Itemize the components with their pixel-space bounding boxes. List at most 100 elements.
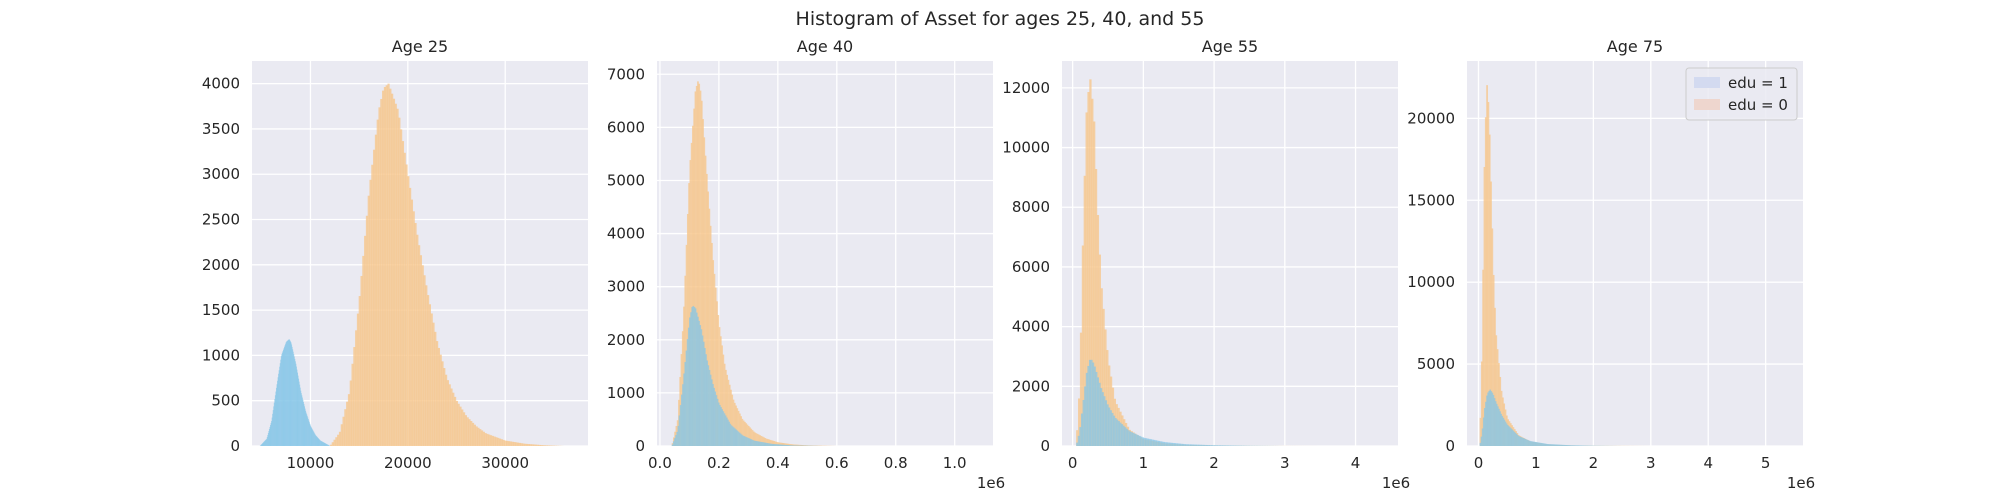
histogram-bar [513,442,516,446]
y-tick-label: 2000 [1012,377,1050,395]
histogram-bar [683,373,685,446]
histogram-bar [1212,445,1215,446]
histogram-bar [1537,442,1540,446]
histogram-bar [671,444,674,446]
histogram-bar [1502,417,1505,446]
histogram-bar [475,426,478,446]
histogram-bar [721,409,724,446]
histogram-bar [714,391,717,446]
histogram-bar [1194,444,1197,446]
histogram-bar [1095,371,1098,446]
histogram-bar [1154,440,1157,446]
histogram-bar [284,346,286,446]
histogram-bar [285,342,287,446]
histogram-bar [1141,437,1144,446]
histogram-bar [752,431,755,446]
histogram-bar [1550,444,1553,446]
subplot-title: Age 75 [1607,37,1663,56]
histogram-bar [707,365,710,446]
histogram-bar [313,431,315,446]
histogram-bar [735,429,737,446]
histogram-bar [303,404,305,446]
y-tick-label: 6000 [1012,258,1050,276]
histogram-bar [694,308,697,446]
histogram-bar [1539,442,1542,446]
histogram-bar [309,423,311,446]
histogram-bar [685,350,688,446]
histogram-bar [1577,445,1579,446]
histogram-bar [324,443,326,446]
histogram-bar [1158,440,1161,446]
histogram-bar [272,410,274,446]
histogram-bar [1077,435,1080,446]
histogram-bar [394,103,397,447]
histogram-bar [731,426,734,446]
histogram-bar [464,415,467,446]
histogram-bar [1113,415,1116,446]
histogram-bar [1504,421,1507,446]
histogram-bar [731,394,734,446]
histogram-bar [1498,363,1500,446]
histogram-bar [770,440,773,446]
histogram-bar [527,444,530,446]
y-tick-label: 4000 [607,225,645,243]
histogram-bar [787,443,789,446]
histogram-bar [1091,98,1094,446]
histogram-bar [798,444,801,446]
histogram-bar [684,275,687,446]
histogram-bar [1151,439,1154,446]
histogram-bar [498,438,502,446]
histogram-bar [765,442,767,446]
y-tick-label: 4000 [1012,318,1050,336]
histogram-bar [328,445,330,446]
histogram-bar [733,427,735,446]
histogram-bar [1486,395,1488,446]
histogram-bar [441,361,444,446]
histogram-bar [342,416,345,446]
histogram-bar [1543,443,1545,446]
histogram-bar [1103,396,1106,446]
histogram-bar [1521,437,1523,446]
histogram-bar [275,391,277,446]
histogram-bar [549,445,552,446]
histogram-bar [1076,442,1079,446]
histogram-bar [726,417,728,446]
histogram-bar [1076,430,1079,446]
histogram-bar [768,439,770,446]
histogram-bar [712,260,715,446]
legend-label: edu = 1 [1728,74,1788,92]
histogram-bar [401,141,405,446]
histogram-bar [1093,121,1096,446]
histogram-bar [1133,433,1136,446]
histogram-bar [279,363,281,446]
histogram-bar [437,347,440,446]
histogram-bar [260,444,262,446]
histogram-bar [387,83,390,446]
histogram-bar [1119,422,1122,446]
histogram-bar [740,416,742,446]
histogram-bar [1494,307,1496,446]
histogram-bar [772,443,774,446]
subplot-1: 0 500 1000 1500 2000 2500 3000 3500 4000 10000 200… [202,37,588,472]
histogram-bar [293,356,295,446]
histogram-bar [746,424,749,446]
histogram-bar [1533,441,1535,446]
histogram-bar [1132,432,1135,446]
histogram-bar [1105,400,1108,446]
histogram-bar [444,374,448,446]
histogram-bar [758,441,761,446]
histogram-bar [704,155,707,447]
histogram-bar [1545,443,1547,446]
histogram-bar [1572,445,1575,446]
histogram-bar [742,435,744,446]
histogram-bar [302,401,304,446]
histogram-bar [1178,443,1181,446]
histogram-bar [680,394,683,446]
histogram-bar [316,437,318,446]
histogram-bar [1559,444,1562,446]
histogram-bar [676,431,678,446]
histogram-bar [446,380,449,446]
histogram-bar [778,444,780,446]
y-tick-label: 8000 [1012,198,1050,216]
histogram-bar [338,431,342,446]
